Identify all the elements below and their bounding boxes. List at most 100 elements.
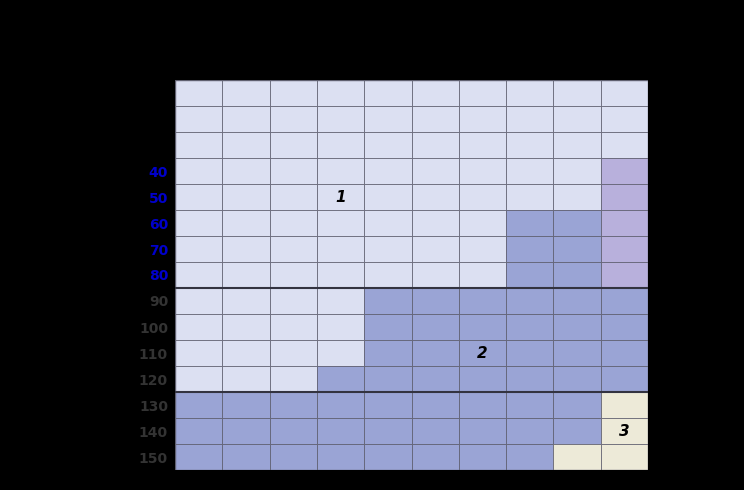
Bar	[554, 184, 600, 210]
Bar	[506, 262, 554, 288]
Bar	[506, 236, 554, 262]
Bar	[365, 418, 411, 444]
Bar	[411, 262, 459, 288]
Bar	[600, 366, 648, 392]
Bar	[506, 288, 554, 314]
Bar	[365, 444, 411, 470]
Bar	[506, 184, 554, 210]
Bar	[269, 418, 317, 444]
Bar	[506, 366, 554, 392]
Text: 3: 3	[619, 423, 629, 439]
Bar	[365, 158, 411, 184]
Bar	[317, 210, 365, 236]
Bar	[269, 340, 317, 366]
Bar	[269, 314, 317, 340]
Bar	[317, 392, 365, 418]
Bar	[459, 340, 506, 366]
Text: 2: 2	[477, 345, 488, 361]
Bar	[175, 184, 222, 210]
Bar	[269, 288, 317, 314]
Bar	[459, 444, 506, 470]
Bar	[269, 236, 317, 262]
Bar	[317, 80, 365, 106]
Bar	[600, 314, 648, 340]
Bar	[365, 366, 411, 392]
Bar	[600, 132, 648, 158]
Bar	[459, 210, 506, 236]
Bar	[175, 366, 222, 392]
Bar	[222, 184, 269, 210]
Bar	[600, 392, 648, 418]
Bar	[459, 80, 506, 106]
Bar	[269, 184, 317, 210]
Bar	[459, 184, 506, 210]
Bar	[365, 132, 411, 158]
Bar	[506, 80, 554, 106]
Bar	[600, 184, 648, 210]
Bar	[459, 288, 506, 314]
Bar	[317, 366, 365, 392]
Bar	[411, 80, 459, 106]
Bar	[365, 340, 411, 366]
Bar	[317, 132, 365, 158]
Bar	[175, 444, 222, 470]
Bar	[411, 444, 459, 470]
Bar	[365, 210, 411, 236]
Bar	[554, 340, 600, 366]
Bar	[175, 236, 222, 262]
Bar	[222, 288, 269, 314]
Bar	[506, 132, 554, 158]
Bar	[269, 80, 317, 106]
Bar	[175, 106, 222, 132]
Bar	[600, 106, 648, 132]
Bar	[411, 314, 459, 340]
Bar	[317, 444, 365, 470]
Bar	[222, 236, 269, 262]
Bar	[175, 262, 222, 288]
Bar	[365, 314, 411, 340]
Bar	[269, 106, 317, 132]
Bar	[175, 314, 222, 340]
Bar	[222, 340, 269, 366]
Bar	[175, 80, 222, 106]
Bar	[317, 184, 365, 210]
Bar	[269, 210, 317, 236]
Bar	[411, 184, 459, 210]
Bar	[222, 132, 269, 158]
Bar	[317, 158, 365, 184]
Bar	[411, 210, 459, 236]
Bar	[317, 236, 365, 262]
Bar	[554, 132, 600, 158]
Bar	[175, 158, 222, 184]
Bar	[317, 106, 365, 132]
Bar	[269, 132, 317, 158]
Bar	[459, 236, 506, 262]
Bar	[269, 366, 317, 392]
Bar	[554, 262, 600, 288]
Bar	[554, 236, 600, 262]
Bar	[411, 236, 459, 262]
Bar	[222, 366, 269, 392]
Bar	[222, 158, 269, 184]
Bar	[411, 132, 459, 158]
Bar	[600, 444, 648, 470]
Bar	[600, 340, 648, 366]
Bar	[506, 106, 554, 132]
Bar	[459, 314, 506, 340]
Bar	[365, 262, 411, 288]
Bar	[317, 340, 365, 366]
Text: 1: 1	[336, 190, 346, 204]
Bar	[222, 262, 269, 288]
Bar	[365, 184, 411, 210]
Bar	[411, 392, 459, 418]
Bar	[175, 132, 222, 158]
Bar	[222, 210, 269, 236]
Bar	[459, 366, 506, 392]
Bar	[600, 288, 648, 314]
Bar	[600, 236, 648, 262]
Bar	[554, 210, 600, 236]
Bar	[600, 210, 648, 236]
Bar	[459, 418, 506, 444]
Bar	[506, 418, 554, 444]
Bar	[175, 418, 222, 444]
